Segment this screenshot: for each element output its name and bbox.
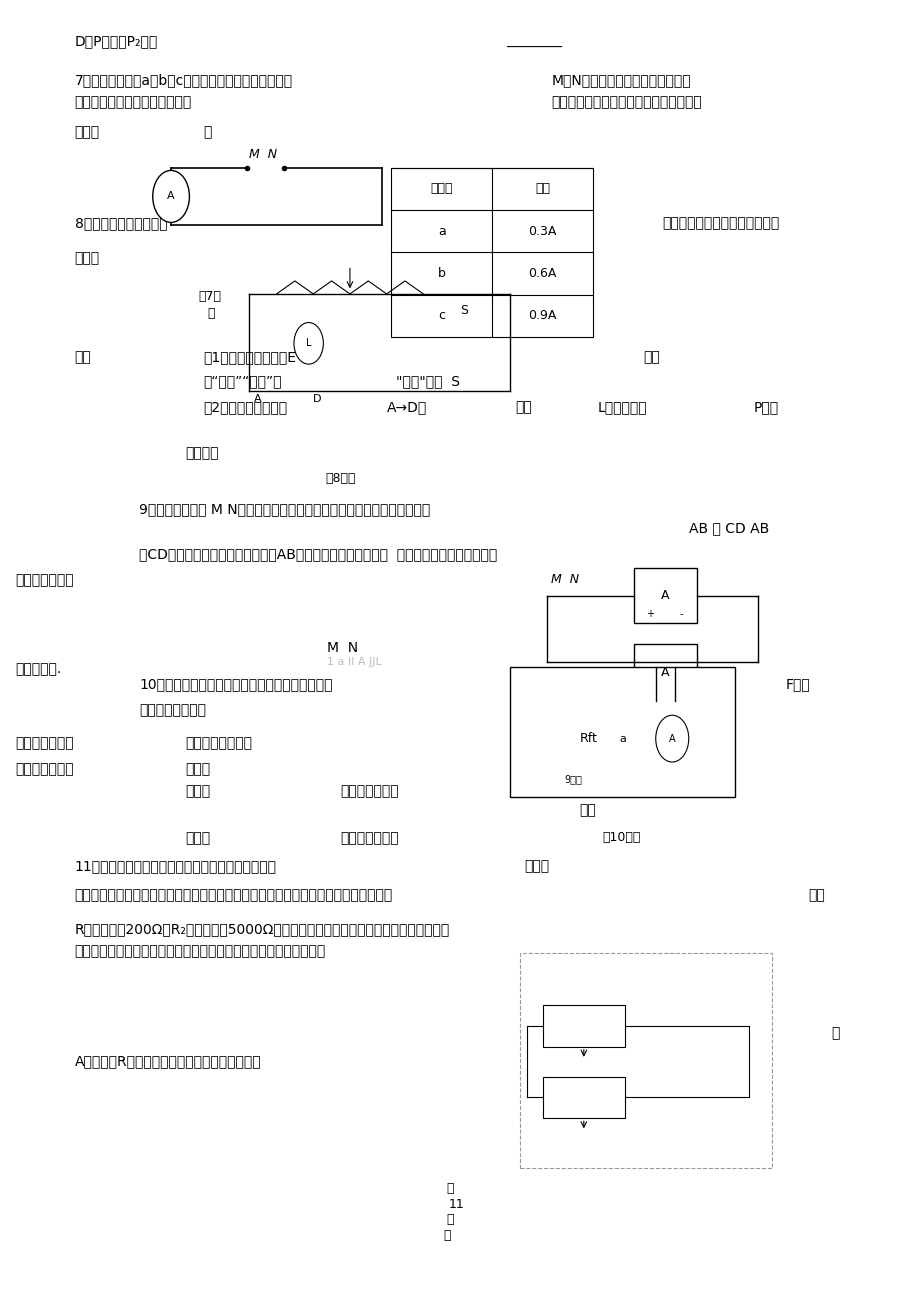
- Text: 图: 图: [208, 308, 215, 321]
- Text: ________: ________: [505, 34, 562, 48]
- Bar: [510, 667, 734, 797]
- Text: M  N: M N: [550, 573, 579, 586]
- Text: 7、将三根电阔丝a、b、c分别接到如图所示的电路中的: 7、将三根电阔丝a、b、c分别接到如图所示的电路中的: [74, 73, 292, 87]
- Text: （选: （选: [74, 349, 91, 364]
- Text: 8、小宇在实验室用图所: 8、小宇在实验室用图所: [74, 216, 167, 229]
- Text: F是滑: F是滑: [785, 678, 810, 692]
- Bar: [519, 954, 771, 1167]
- Text: R的总电阔是200Ω，R₂的总电阔是5000Ω，开始时两滑动变阔器都处于最大阔値处。下面: R的总电阔是200Ω，R₂的总电阔是5000Ω，开始时两滑动变阔器都处于最大阔値…: [74, 923, 449, 936]
- Text: c: c: [437, 309, 445, 322]
- Text: 判断：: 判断：: [74, 251, 100, 265]
- Text: A、先调节R，使电流表指针指到要求位置附近，: A、先调节R，使电流表指针指到要求位置附近，: [74, 1054, 261, 1068]
- Text: 0.9A: 0.9A: [528, 309, 556, 322]
- Circle shape: [153, 171, 189, 223]
- Text: 有关，其关系是: 有关，其关系是: [15, 573, 74, 588]
- Text: A: A: [167, 192, 175, 202]
- Circle shape: [294, 323, 323, 364]
- Text: 的结果，由此判断电阔最大的是: 的结果，由此判断电阔最大的是: [74, 95, 192, 109]
- Text: 题: 题: [446, 1213, 453, 1226]
- Text: （2）当滑动变阔器的: （2）当滑动变阔器的: [203, 400, 287, 414]
- Text: -: -: [678, 609, 682, 619]
- Text: 动变阔器，则（）: 动变阔器，则（）: [139, 704, 206, 718]
- Text: 0.6A: 0.6A: [528, 267, 556, 280]
- Text: L: L: [306, 339, 311, 348]
- Text: 第10题图: 第10题图: [602, 831, 640, 844]
- Text: A: A: [254, 394, 261, 404]
- Text: 学实验，请你帮助他完成以下的: 学实验，请你帮助他完成以下的: [661, 216, 778, 229]
- Text: Rft: Rft: [580, 732, 597, 745]
- Text: 第: 第: [446, 1182, 453, 1195]
- Text: D、P向下、P₂向下: D、P向下、P₂向下: [74, 34, 158, 48]
- Text: P应向: P应向: [753, 400, 777, 414]
- Bar: [542, 1005, 624, 1046]
- Text: 填“变暗”“不变”或: 填“变暗”“不变”或: [203, 374, 281, 388]
- Text: ；如果把电阔丝换接都相同，则最粗的电: ；如果把电阔丝换接都相同，则最粗的电: [551, 95, 702, 109]
- Text: AB 和 CD AB: AB 和 CD AB: [688, 521, 768, 536]
- Text: 时，: 时，: [642, 349, 660, 364]
- Bar: [542, 1076, 624, 1118]
- Text: 电阔线: 电阔线: [430, 182, 452, 195]
- Text: a: a: [618, 734, 626, 744]
- Text: 阔丝是: 阔丝是: [74, 125, 100, 139]
- Text: M  N: M N: [249, 149, 277, 162]
- Text: 燃油全: 燃油全: [185, 784, 210, 799]
- Text: 9题图: 9题图: [564, 774, 582, 784]
- Text: +: +: [645, 609, 653, 619]
- Text: L变暗，滑片: L变暗，滑片: [597, 400, 646, 414]
- Text: 第7题: 第7题: [199, 291, 221, 304]
- Text: A: A: [661, 589, 669, 602]
- Text: 0.3A: 0.3A: [528, 224, 556, 237]
- Text: 1 a II A JJL: 1 a II A JJL: [326, 657, 381, 667]
- Text: A→D两: A→D两: [386, 400, 426, 414]
- Text: 汕筱: 汕筱: [579, 804, 596, 817]
- Bar: [633, 644, 696, 701]
- Text: 电流: 电流: [535, 182, 550, 195]
- Text: 电流表将被烧坏: 电流表将被烧坏: [340, 831, 399, 844]
- Text: 图所示。已知这两个滑动变阔器是分别用不同的电阔丝绕在相同的绝缘瓷管上制成的，: 图所示。已知这两个滑动变阔器是分别用不同的电阔丝绕在相同的绝缘瓷管上制成的，: [74, 889, 392, 902]
- Text: 端移动。: 端移动。: [185, 446, 218, 460]
- Text: 11: 11: [448, 1197, 464, 1210]
- Text: 第8题图: 第8题图: [325, 472, 356, 485]
- Circle shape: [655, 715, 688, 762]
- Text: b: b: [437, 267, 445, 280]
- Text: 电流表将被烧坏: 电流表将被烧坏: [340, 784, 399, 799]
- Text: A: A: [661, 666, 669, 679]
- Text: a: a: [437, 224, 445, 237]
- Text: 油筱加: 油筱加: [185, 831, 210, 844]
- Text: 其调节: 其调节: [524, 860, 549, 873]
- Text: （1）当滑动变阔器的E: （1）当滑动变阔器的E: [203, 349, 296, 364]
- Text: 图: 图: [443, 1229, 450, 1242]
- Bar: [391, 168, 593, 337]
- Text: 9、如图所示，在 M N之间分别接入横截面积相等而长度不同的镁铬合金线: 9、如图所示，在 M N之间分别接入横截面积相等而长度不同的镁铬合金线: [139, 502, 430, 516]
- Text: 电流表示数变大: 电流表示数变大: [15, 762, 74, 777]
- Text: M  N: M N: [326, 641, 357, 655]
- Text: 比CD长。当开关闭合后，发现接入AB时，电流表示数比较小，  这说明导体的电阔跟导体的: 比CD长。当开关闭合后，发现接入AB时，电流表示数比较小， 这说明导体的电阔跟导…: [139, 547, 496, 562]
- Text: "变亮"）；  S: "变亮"）； S: [395, 374, 460, 388]
- Text: M、N两点间，其电流大小如表所示: M、N两点间，其电流大小如表所示: [551, 73, 690, 87]
- Text: 。: 。: [203, 125, 211, 139]
- Text: 11、某精密电子仪器中为了便于调节电路中的电流，: 11、某精密电子仪器中为了便于调节电路中的电流，: [74, 860, 277, 873]
- Text: 其中: 其中: [808, 889, 824, 902]
- Text: 变灯: 变灯: [515, 400, 531, 414]
- Text: 向油筱里加油时，: 向油筱里加油时，: [185, 736, 252, 751]
- Text: 电流表示数变大: 电流表示数变大: [15, 736, 74, 751]
- Text: 燃油消: 燃油消: [185, 762, 210, 777]
- Text: 是定値电阔.: 是定値电阔.: [15, 662, 62, 676]
- Text: 的几种方法中，能够既快又准确地使电流表指针指到要求位置的是（: 的几种方法中，能够既快又准确地使电流表指针指到要求位置的是（: [74, 945, 325, 958]
- Text: S: S: [460, 305, 468, 318]
- Text: D: D: [312, 394, 322, 404]
- Bar: [633, 568, 696, 623]
- Text: A: A: [668, 734, 675, 744]
- Text: 10、如图是汽车、摩托车油量表（实际上就是电：: 10、如图是汽车、摩托车油量表（实际上就是电：: [139, 678, 332, 692]
- Text: ）: ）: [831, 1025, 839, 1040]
